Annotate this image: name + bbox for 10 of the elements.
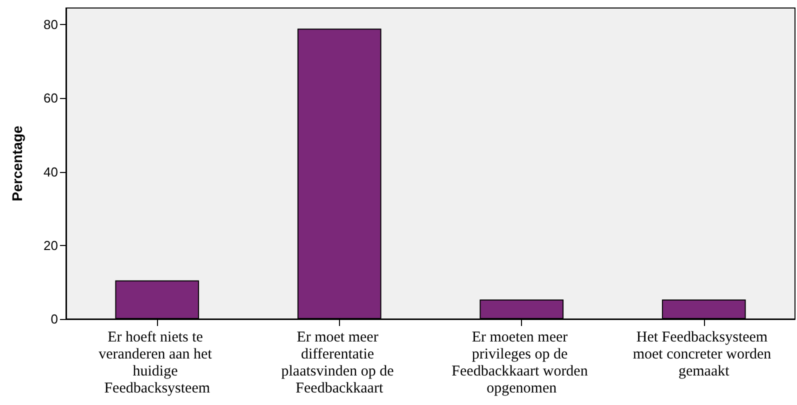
x-tick-label: Het Feedbacksysteem moet concreter worden gemaakt bbox=[632, 330, 775, 380]
y-tick-label: 20 bbox=[44, 238, 58, 253]
y-tick-label: 60 bbox=[44, 90, 58, 106]
x-tick-label: Er moet meer differentatie plaatsvinden op de Feedbackkaart bbox=[281, 330, 398, 396]
y-tick-label: 40 bbox=[44, 164, 58, 180]
y-tick-label: 0 bbox=[50, 312, 58, 326]
y-axis-title: Percentage bbox=[9, 126, 25, 202]
x-tick-label: Er moeten meer privileges op de Feedbackkaart worden opgenomen bbox=[452, 330, 592, 396]
y-tick-label: 80 bbox=[44, 17, 58, 32]
x-tick-label: Er hoeft niets te veranderen aan het huidige Feedbacksysteem bbox=[98, 330, 216, 396]
